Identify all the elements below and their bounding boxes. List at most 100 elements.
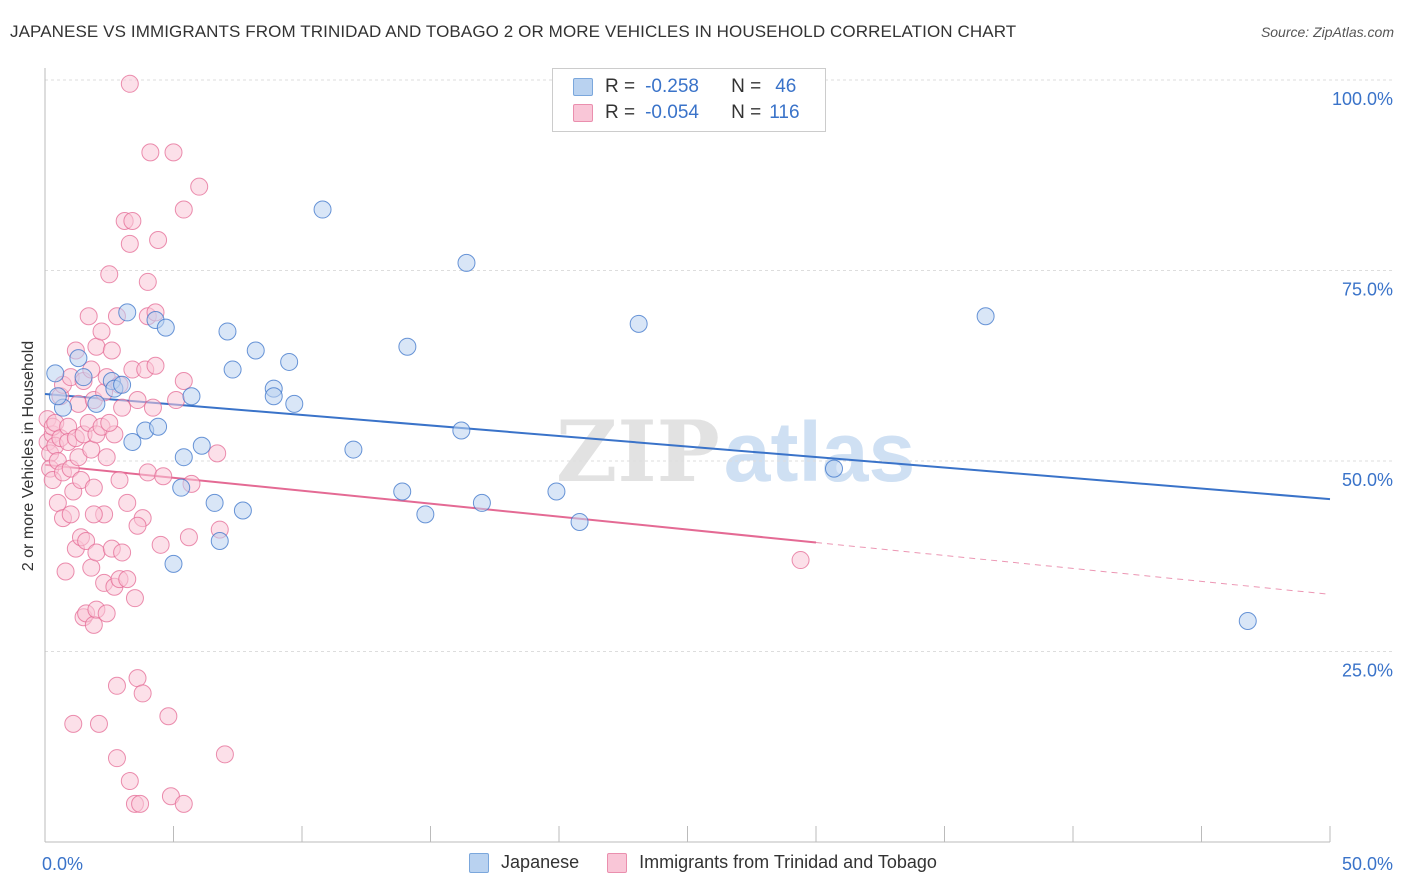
point-japanese xyxy=(48,387,67,406)
point-trinidad xyxy=(174,794,193,813)
data-points xyxy=(38,74,1257,813)
point-trinidad xyxy=(133,684,152,703)
point-trinidad xyxy=(138,272,157,291)
y-tick-label: 50.0% xyxy=(1342,470,1393,490)
point-trinidad xyxy=(141,143,160,162)
point-japanese xyxy=(398,337,417,356)
chart-title: JAPANESE VS IMMIGRANTS FROM TRINIDAD AND… xyxy=(10,22,1017,41)
point-japanese xyxy=(416,505,435,524)
point-trinidad xyxy=(120,74,139,93)
point-trinidad xyxy=(64,714,83,733)
point-japanese xyxy=(344,440,363,459)
point-trinidad xyxy=(131,794,150,813)
legend-row-trinidad: R = -0.054 N = 116 xyxy=(573,101,800,125)
legend-swatch-japanese xyxy=(573,78,593,96)
point-japanese xyxy=(172,478,191,497)
point-trinidad xyxy=(123,211,142,230)
series-legend: Japanese Immigrants from Trinidad and To… xyxy=(0,852,1406,873)
point-trinidad xyxy=(190,177,209,196)
point-trinidad xyxy=(146,356,165,375)
legend-r-label: R = xyxy=(605,76,636,97)
legend-n-value-trinidad: 116 xyxy=(769,102,800,123)
stats-legend: R = -0.258 N = 46 R = -0.054 N = 116 xyxy=(552,68,826,132)
y-tick-label: 25.0% xyxy=(1342,661,1393,681)
point-japanese xyxy=(472,493,491,512)
point-trinidad xyxy=(154,467,173,486)
legend-r-value-japanese: -0.258 xyxy=(645,76,699,97)
watermark-zip: ZIP xyxy=(556,402,720,501)
point-japanese xyxy=(824,459,843,478)
grid-lines xyxy=(45,79,1392,652)
y-tick-label: 75.0% xyxy=(1342,280,1393,300)
point-trinidad xyxy=(128,391,147,410)
point-trinidad xyxy=(164,143,183,162)
trend-line-dashed-1 xyxy=(815,542,1331,595)
point-japanese xyxy=(74,368,93,387)
point-trinidad xyxy=(174,371,193,390)
point-trinidad xyxy=(107,749,126,768)
point-japanese xyxy=(976,307,995,326)
point-trinidad xyxy=(79,307,98,326)
point-trinidad xyxy=(92,322,111,341)
point-japanese xyxy=(629,314,648,333)
point-trinidad xyxy=(113,398,132,417)
point-trinidad xyxy=(120,772,139,791)
point-japanese xyxy=(164,554,183,573)
point-japanese xyxy=(182,387,201,406)
point-japanese xyxy=(547,482,566,501)
point-trinidad xyxy=(128,516,147,535)
point-japanese xyxy=(1238,612,1257,631)
point-japanese xyxy=(210,532,229,551)
point-trinidad xyxy=(89,714,108,733)
series-label-trinidad: Immigrants from Trinidad and Tobago xyxy=(639,852,937,872)
point-japanese xyxy=(69,349,88,368)
point-trinidad xyxy=(100,413,119,432)
point-trinidad xyxy=(61,505,80,524)
y-axis-label: 2 or more Vehicles in Household xyxy=(20,340,37,572)
y-tick-label: 100.0% xyxy=(1332,89,1393,109)
point-japanese xyxy=(313,200,332,219)
point-japanese xyxy=(118,303,137,322)
point-japanese xyxy=(393,482,412,501)
legend-n-label: N = xyxy=(731,76,762,97)
point-japanese xyxy=(46,364,65,383)
legend-row-japanese: R = -0.258 N = 46 xyxy=(573,75,796,99)
point-trinidad xyxy=(102,341,121,360)
trend-line-0 xyxy=(44,392,1331,501)
point-japanese xyxy=(280,352,299,371)
point-trinidad xyxy=(110,471,129,490)
series-swatch-japanese xyxy=(469,852,490,873)
point-japanese xyxy=(113,375,132,394)
point-trinidad xyxy=(149,231,168,250)
point-japanese xyxy=(218,322,237,341)
point-trinidad xyxy=(125,589,144,608)
point-trinidad xyxy=(128,669,147,688)
legend-r-value-trinidad: -0.054 xyxy=(645,102,699,123)
point-trinidad xyxy=(791,551,810,570)
trend-line-1 xyxy=(44,463,817,544)
series-label-japanese: Japanese xyxy=(501,852,580,872)
point-trinidad xyxy=(100,265,119,284)
point-japanese xyxy=(205,493,224,512)
x-tick-label: 50.0% xyxy=(1342,854,1393,874)
series-swatch-trinidad xyxy=(607,852,628,873)
point-trinidad xyxy=(87,543,106,562)
point-japanese xyxy=(156,318,175,337)
point-trinidad xyxy=(82,440,101,459)
legend-n-label: N = xyxy=(731,102,762,123)
point-japanese xyxy=(87,394,106,413)
point-japanese xyxy=(570,512,589,531)
point-japanese xyxy=(233,501,252,520)
point-japanese xyxy=(123,432,142,451)
source-credit: Source: ZipAtlas.com xyxy=(1260,24,1394,40)
series-legend-japanese[interactable]: Japanese xyxy=(469,852,579,873)
series-legend-trinidad[interactable]: Immigrants from Trinidad and Tobago xyxy=(607,852,937,873)
point-trinidad xyxy=(151,535,170,554)
point-trinidad xyxy=(159,707,178,726)
point-trinidad xyxy=(107,676,126,695)
point-trinidad xyxy=(143,398,162,417)
legend-swatch-trinidad xyxy=(573,104,593,122)
x-tick-label: 0.0% xyxy=(42,854,83,874)
tick-labels: 100.0% 75.0% 50.0% 25.0% 0.0% 50.0% xyxy=(42,89,1393,874)
point-trinidad xyxy=(208,444,227,463)
